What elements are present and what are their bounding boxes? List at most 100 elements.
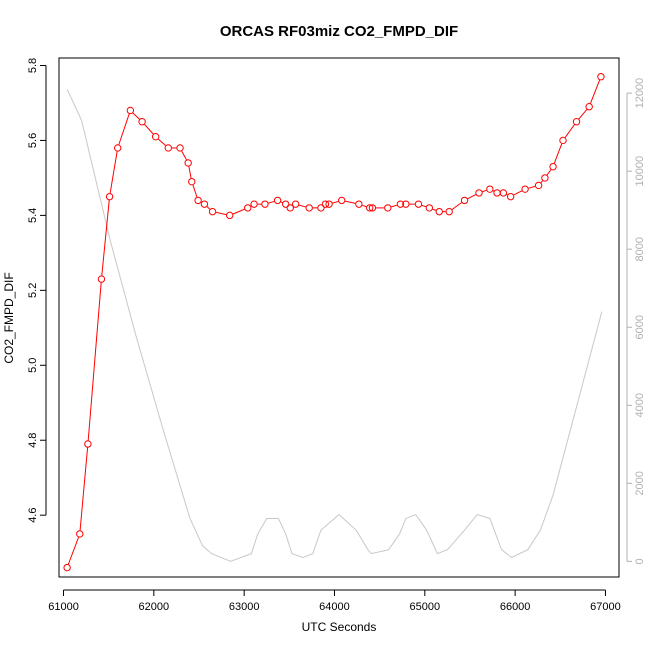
data-point <box>368 204 377 212</box>
series-segment <box>67 537 79 565</box>
y-tick-label: 4.6 <box>27 508 39 523</box>
series-segment <box>298 204 306 208</box>
data-point <box>138 118 146 126</box>
series-segment <box>215 211 227 216</box>
series-segment <box>590 79 601 104</box>
x-tick-label: 63000 <box>229 601 260 613</box>
series-segment <box>421 204 427 208</box>
point-layer <box>63 73 605 572</box>
data-point <box>445 207 453 216</box>
x-axis: 61000 62000 63000 64000 65000 66000 67000 <box>48 589 621 613</box>
series-segment <box>118 113 130 145</box>
x-tick-label: 67000 <box>590 601 621 613</box>
data-point <box>176 144 184 152</box>
data-point <box>541 174 549 182</box>
secondary-series-line <box>66 89 603 562</box>
y-tick-label: 5.8 <box>27 58 39 73</box>
series-segment <box>87 282 102 441</box>
data-point <box>208 207 217 216</box>
data-point <box>499 189 508 197</box>
y-tick-label: 5.0 <box>27 358 39 373</box>
x-tick-label: 64000 <box>319 601 350 613</box>
series-segment <box>391 204 398 208</box>
data-point <box>396 200 405 208</box>
series-segment <box>132 112 140 120</box>
series-segment <box>206 206 211 210</box>
y2-tick-label: 4000 <box>634 393 646 417</box>
series-segment <box>109 151 118 194</box>
data-point <box>597 73 605 81</box>
data-point <box>105 192 114 201</box>
y-tick-label: 5.6 <box>27 133 39 148</box>
series-segment <box>345 200 356 204</box>
data-point <box>572 118 581 126</box>
series-segment <box>192 184 198 198</box>
x-tick-label: 62000 <box>139 601 170 613</box>
data-point <box>338 196 346 205</box>
data-point <box>435 207 443 216</box>
series-segment <box>451 202 462 210</box>
series-segment <box>578 109 588 120</box>
data-point <box>282 200 290 208</box>
series-segment <box>188 166 192 179</box>
y2-tick-label: 10000 <box>634 156 646 187</box>
data-point <box>226 211 234 220</box>
series-segment <box>564 124 575 138</box>
data-point <box>244 204 252 212</box>
data-point <box>286 204 294 212</box>
data-point <box>84 440 92 448</box>
x-tick-label: 61000 <box>48 601 79 613</box>
series-segment <box>144 124 154 135</box>
y2-tick-label: 2000 <box>634 471 646 495</box>
y-tick-label: 5.2 <box>27 283 39 298</box>
series-segment <box>268 200 275 204</box>
data-point <box>475 189 483 197</box>
data-point <box>97 275 106 283</box>
data-point <box>184 159 192 167</box>
series-segment <box>513 190 523 196</box>
data-point <box>366 204 374 212</box>
x-tick-label: 65000 <box>410 601 441 613</box>
y2-tick-label: 12000 <box>634 78 646 109</box>
series-segment <box>546 169 552 176</box>
data-point <box>250 200 258 208</box>
data-point <box>549 162 557 171</box>
data-point <box>200 200 209 208</box>
data-point <box>355 200 363 208</box>
y-tick-label: 4.8 <box>27 433 39 448</box>
series-segment <box>553 143 563 164</box>
series-segment <box>432 208 437 211</box>
series-segment <box>482 189 487 193</box>
y-tick-label: 5.4 <box>27 208 39 223</box>
data-point <box>534 181 543 190</box>
plot-frame <box>58 57 620 578</box>
data-point <box>460 196 469 205</box>
series-segment <box>540 180 543 183</box>
data-point <box>63 563 71 572</box>
series-segment <box>528 185 536 189</box>
series-segment <box>332 200 339 204</box>
data-point <box>414 200 423 208</box>
secondary-series-layer <box>66 89 603 562</box>
data-point <box>305 204 313 212</box>
data-point <box>164 144 172 152</box>
data-point <box>321 200 330 208</box>
data-point <box>194 196 202 205</box>
x-axis-title: UTC Seconds <box>302 620 377 634</box>
data-point <box>521 185 529 193</box>
series-segment <box>158 138 166 146</box>
series-segment <box>280 201 283 204</box>
data-point <box>425 204 434 212</box>
data-point <box>261 200 269 208</box>
series-segment <box>181 150 187 160</box>
data-point <box>273 196 282 205</box>
series-segment <box>362 204 367 208</box>
y-axis-title: CO2_FMPD_DIF <box>2 272 16 363</box>
y-axis-left: 4.6 4.8 5.0 5.2 5.4 5.6 5.8 <box>27 58 47 523</box>
data-point <box>506 192 515 201</box>
data-point <box>384 204 392 212</box>
y-axis-right: 0 2000 4000 6000 8000 10000 12000 <box>626 78 646 564</box>
series-segment <box>101 200 110 276</box>
data-point <box>151 132 160 141</box>
